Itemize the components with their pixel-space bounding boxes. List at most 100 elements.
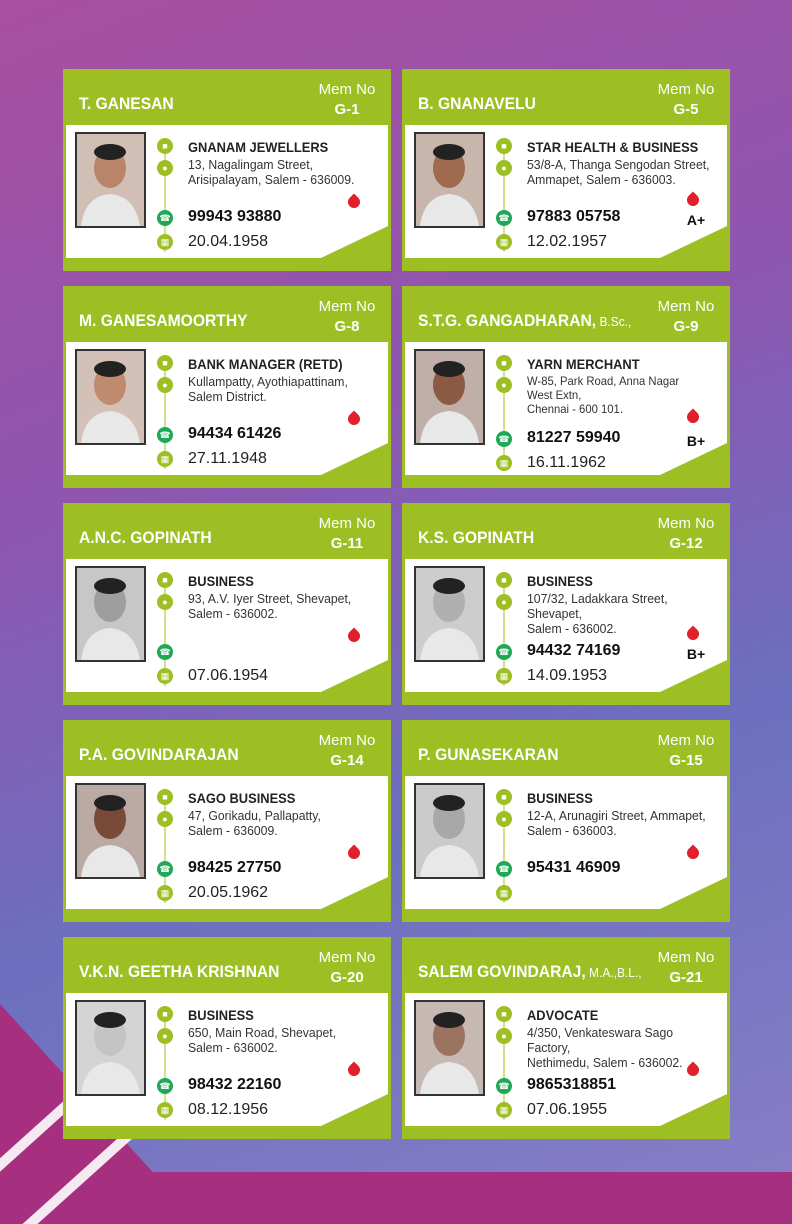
member-name: P. GUNASEKARAN	[418, 745, 559, 764]
member-card: P.A. GOVINDARAJAN Mem No G-14 ■ ● ☎ ▦ SA…	[63, 720, 391, 922]
icon-connector-line	[164, 1010, 166, 1120]
member-card: K.S. GOPINATH Mem No G-12 ■ ● ☎ ▦ BUSINE…	[402, 503, 730, 705]
member-phone: 99943 93880	[188, 208, 282, 225]
blood-drop-icon	[345, 1061, 363, 1079]
mem-no-label: Mem No	[657, 81, 715, 98]
mem-no-label: Mem No	[318, 515, 376, 532]
whatsapp-icon: ☎	[496, 210, 512, 226]
location-pin-icon: ●	[496, 811, 512, 827]
card-footer-bar	[66, 475, 388, 485]
member-qualification: M.A.,B.L.,	[585, 965, 642, 980]
card-footer-bar	[405, 1126, 727, 1136]
member-name: A.N.C. GOPINATH	[79, 528, 212, 547]
member-occupation: ADVOCATE	[527, 1007, 599, 1023]
card-header	[405, 72, 727, 125]
briefcase-icon: ■	[157, 572, 173, 588]
blood-drop-icon	[345, 410, 363, 428]
member-photo	[75, 1000, 146, 1096]
card-footer-bar	[66, 1126, 388, 1136]
member-card: T. GANESAN Mem No G-1 ■ ● ☎ ▦ GNANAM JEW…	[63, 69, 391, 271]
location-pin-icon: ●	[157, 1028, 173, 1044]
whatsapp-icon: ☎	[157, 861, 173, 877]
location-pin-icon: ●	[157, 811, 173, 827]
location-pin-icon: ●	[496, 594, 512, 610]
member-phone: 97883 05758	[527, 208, 621, 225]
member-dob: 16.11.1962	[527, 454, 606, 471]
member-address: 93, A.V. Iyer Street, Shevapet, Salem - …	[188, 591, 352, 621]
card-footer-bar	[66, 909, 388, 919]
icon-connector-line	[164, 793, 166, 903]
icon-connector-line	[503, 359, 505, 469]
member-phone: 98432 22160	[188, 1076, 282, 1093]
card-header	[405, 289, 727, 342]
icon-connector-line	[503, 1010, 505, 1120]
member-dob: 12.02.1957	[527, 233, 608, 250]
member-name: K.S. GOPINATH	[418, 528, 535, 547]
member-address: 53/8-A, Thanga Sengodan Street, Ammapet,…	[527, 157, 710, 187]
blood-drop-icon	[684, 844, 702, 862]
member-phone: 94434 61426	[188, 425, 282, 442]
icon-connector-line	[164, 142, 166, 252]
blood-group: B+	[686, 433, 706, 449]
member-photo	[414, 1000, 485, 1096]
calendar-icon: ▦	[496, 234, 512, 250]
member-card: P. GUNASEKARAN Mem No G-15 ■ ● ☎ ▦ BUSIN…	[402, 720, 730, 922]
card-footer-bar	[66, 258, 388, 268]
calendar-icon: ▦	[496, 885, 512, 901]
location-pin-icon: ●	[157, 377, 173, 393]
whatsapp-icon: ☎	[157, 210, 173, 226]
member-name: V.K.N. GEETHA KRISHNAN	[79, 962, 280, 981]
whatsapp-icon: ☎	[157, 644, 173, 660]
member-address: 13, Nagalingam Street, Arisipalayam, Sal…	[188, 157, 355, 187]
icon-connector-line	[503, 793, 505, 903]
calendar-icon: ▦	[496, 668, 512, 684]
member-photo	[75, 349, 146, 445]
member-card: B. GNANAVELU Mem No G-5 ■ ● ☎ ▦ STAR HEA…	[402, 69, 730, 271]
mem-no-value: G-20	[330, 969, 364, 986]
briefcase-icon: ■	[157, 138, 173, 154]
briefcase-icon: ■	[496, 572, 512, 588]
card-header	[66, 289, 388, 342]
member-name: M. GANESAMOORTHY	[79, 311, 248, 330]
member-occupation: SAGO BUSINESS	[188, 790, 296, 806]
member-photo	[414, 132, 485, 228]
calendar-icon: ▦	[157, 451, 173, 467]
card-header	[66, 723, 388, 776]
mem-no-value: G-9	[673, 318, 699, 335]
mem-no-value: G-8	[334, 318, 360, 335]
member-name: P.A. GOVINDARAJAN	[79, 745, 239, 764]
member-occupation: YARN MERCHANT	[527, 356, 640, 372]
member-occupation: STAR HEALTH & BUSINESS	[527, 139, 699, 155]
member-phone: 9865318851	[527, 1076, 616, 1093]
briefcase-icon: ■	[496, 789, 512, 805]
mem-no-label: Mem No	[657, 515, 715, 532]
card-footer-bar	[405, 475, 727, 485]
card-header	[405, 723, 727, 776]
card-footer-bar	[405, 909, 727, 919]
card-footer-bar	[66, 692, 388, 702]
member-address: Kullampatty, Ayothiapattinam, Salem Dist…	[188, 374, 348, 404]
mem-no-label: Mem No	[318, 81, 376, 98]
icon-connector-line	[503, 142, 505, 252]
location-pin-icon: ●	[496, 377, 512, 393]
calendar-icon: ▦	[157, 885, 173, 901]
mem-no-label: Mem No	[657, 298, 715, 315]
member-address: 12-A, Arunagiri Street, Ammapet, Salem -…	[527, 808, 706, 838]
member-dob: 14.09.1953	[527, 667, 608, 684]
member-name: T. GANESAN	[79, 94, 174, 113]
member-occupation: BUSINESS	[188, 1007, 254, 1023]
calendar-icon: ▦	[496, 455, 512, 471]
calendar-icon: ▦	[157, 1102, 173, 1118]
mem-no-label: Mem No	[318, 949, 376, 966]
member-card: S.T.G. GANGADHARAN, B.Sc., Mem No G-9 ■ …	[402, 286, 730, 488]
icon-connector-line	[503, 576, 505, 686]
member-name: B. GNANAVELU	[418, 94, 536, 113]
calendar-icon: ▦	[157, 234, 173, 250]
mem-no-value: G-15	[669, 752, 703, 769]
card-footer-bar	[405, 692, 727, 702]
location-pin-icon: ●	[496, 1028, 512, 1044]
member-photo	[414, 783, 485, 879]
member-photo	[414, 349, 485, 445]
briefcase-icon: ■	[157, 355, 173, 371]
member-photo	[414, 566, 485, 662]
